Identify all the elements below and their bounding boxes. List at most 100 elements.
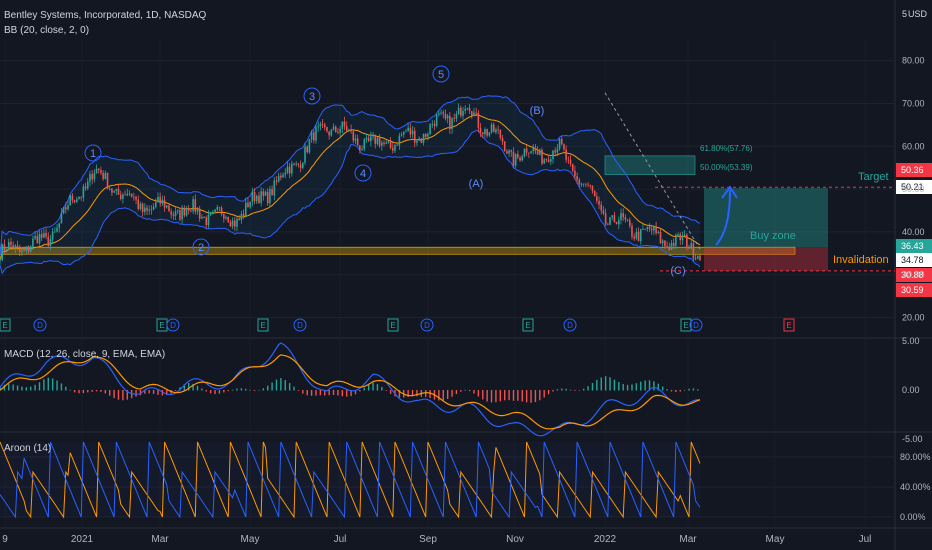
candle-body[interactable] [558, 138, 561, 149]
candle-body[interactable] [32, 238, 34, 247]
candle-body[interactable] [218, 207, 221, 209]
candle-body[interactable] [100, 169, 102, 173]
candle-body[interactable] [82, 186, 85, 198]
candle-body[interactable] [196, 208, 199, 212]
macd-pane[interactable] [0, 342, 701, 437]
candle-body[interactable] [260, 191, 262, 203]
candle-body[interactable] [391, 147, 394, 151]
candle-body[interactable] [223, 214, 225, 219]
candle-body[interactable] [400, 134, 403, 136]
candle-body[interactable] [677, 234, 679, 235]
candle-body[interactable] [650, 228, 653, 231]
candle-body[interactable] [644, 228, 646, 230]
candle-body[interactable] [150, 209, 153, 210]
candle-body[interactable] [277, 175, 280, 182]
candle-body[interactable] [119, 194, 122, 199]
candle-body[interactable] [512, 151, 515, 166]
bb-lower-line[interactable] [0, 129, 701, 275]
candle-body[interactable] [328, 131, 330, 136]
candle-body[interactable] [438, 113, 440, 115]
candle-body[interactable] [690, 243, 693, 249]
candle-body[interactable] [657, 231, 660, 234]
candle-body[interactable] [435, 114, 438, 126]
candle-body[interactable] [453, 118, 456, 120]
candle-body[interactable] [631, 225, 633, 237]
candle-body[interactable] [433, 123, 436, 126]
candle-body[interactable] [10, 241, 12, 246]
candle-body[interactable] [543, 159, 546, 164]
candle-body[interactable] [521, 156, 524, 161]
candle-body[interactable] [402, 131, 405, 135]
candle-body[interactable] [503, 141, 506, 152]
candle-body[interactable] [95, 168, 98, 173]
price-tag[interactable] [896, 283, 932, 297]
candle-body[interactable] [367, 137, 370, 142]
candle-body[interactable] [12, 245, 14, 250]
price-tag[interactable] [896, 163, 932, 177]
candle-body[interactable] [655, 226, 657, 234]
candle-body[interactable] [266, 191, 269, 204]
candle-body[interactable] [25, 246, 28, 251]
candle-body[interactable] [517, 154, 519, 158]
candle-body[interactable] [203, 217, 205, 218]
candle-body[interactable] [60, 212, 63, 224]
candle-body[interactable] [361, 149, 363, 151]
bb-indicator-label[interactable]: BB (20, close, 2, 0) [4, 25, 89, 36]
candle-body[interactable] [280, 175, 282, 178]
candle-body[interactable] [497, 129, 499, 131]
candle-body[interactable] [97, 168, 100, 170]
candle-body[interactable] [130, 193, 133, 197]
candle-body[interactable] [62, 207, 65, 213]
candle-body[interactable] [552, 150, 554, 160]
candle-body[interactable] [571, 163, 574, 171]
candle-body[interactable] [560, 138, 563, 145]
candle-body[interactable] [159, 196, 161, 204]
candle-body[interactable] [216, 207, 219, 210]
candle-body[interactable] [23, 250, 25, 252]
candle-body[interactable] [381, 142, 383, 146]
macd-line[interactable] [0, 342, 701, 437]
candle-body[interactable] [699, 255, 701, 261]
candle-body[interactable] [530, 151, 532, 154]
candle-body[interactable] [596, 196, 598, 201]
candle-body[interactable] [271, 188, 273, 196]
candle-body[interactable] [231, 220, 234, 227]
candle-body[interactable] [194, 199, 197, 212]
candle-body[interactable] [624, 217, 627, 220]
candle-body[interactable] [43, 232, 45, 238]
candle-body[interactable] [484, 129, 486, 135]
candle-body[interactable] [648, 226, 651, 229]
candle-body[interactable] [385, 142, 388, 144]
candle-body[interactable] [633, 236, 635, 239]
candle-body[interactable] [262, 191, 265, 196]
aroon-title[interactable]: Aroon (14) [4, 443, 51, 454]
candle-body[interactable] [242, 214, 245, 217]
bollinger-bands[interactable] [0, 95, 701, 275]
candle-body[interactable] [286, 166, 289, 173]
candle-body[interactable] [201, 217, 203, 219]
candle-body[interactable] [383, 142, 385, 144]
candle-body[interactable] [692, 243, 695, 259]
candle-body[interactable] [3, 244, 6, 251]
candle-body[interactable] [304, 146, 306, 163]
candle-body[interactable] [34, 236, 36, 239]
candle-body[interactable] [506, 151, 508, 154]
candle-body[interactable] [334, 126, 337, 133]
candle-body[interactable] [589, 185, 592, 187]
candle-body[interactable] [319, 124, 322, 127]
candle-body[interactable] [519, 157, 521, 161]
candle-body[interactable] [528, 152, 530, 154]
macd-signal-line[interactable] [0, 354, 701, 430]
candle-body[interactable] [697, 255, 699, 259]
dividend-marker[interactable] [563, 318, 577, 332]
candle-body[interactable] [56, 227, 58, 232]
candle-body[interactable] [135, 196, 137, 200]
candle-body[interactable] [394, 144, 396, 151]
dividend-marker[interactable] [293, 318, 307, 332]
candle-body[interactable] [27, 246, 30, 252]
candle-body[interactable] [58, 223, 61, 228]
candle-body[interactable] [688, 247, 690, 249]
candle-body[interactable] [297, 163, 300, 165]
aroon-down-line[interactable] [0, 441, 701, 519]
candle-body[interactable] [556, 148, 559, 153]
